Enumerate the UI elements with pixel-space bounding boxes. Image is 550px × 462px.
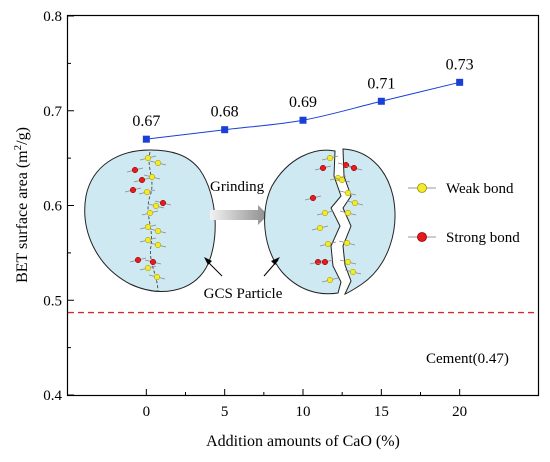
legend-item-strong-bond: Strong bond: [408, 230, 520, 246]
x-tick-label: 0: [143, 404, 151, 420]
weak-bond-mark: [338, 239, 356, 247]
y-tick-label: 0.7: [43, 104, 62, 120]
cement-reference-label: Cement(0.47): [426, 351, 509, 367]
grinding-arrow: [210, 205, 268, 225]
data-label: 0.73: [446, 56, 474, 73]
gcs-particle-label: GCS Particle: [204, 286, 283, 302]
strong-bond-mark: [337, 161, 355, 169]
particle-fragment-left: [264, 149, 342, 295]
data-point: [377, 97, 385, 105]
data-label: 0.67: [132, 113, 160, 130]
crack-line: [147, 151, 159, 293]
right-particle-bonds: [304, 154, 364, 284]
x-tick-label: 20: [452, 404, 467, 420]
bet-series: 0.67 0.68 0.69 0.71 0.73: [132, 56, 474, 143]
y-tick-label: 0.5: [43, 293, 62, 309]
y-axis-title-superscript: 2: [12, 145, 24, 151]
strong-bond-mark: [316, 258, 334, 266]
x-axis-title: Addition amounts of CaO (%): [206, 433, 400, 450]
strong-bond-mark: [133, 176, 151, 184]
weak-bond-mark: [339, 209, 357, 217]
particle-fragment-right: [342, 148, 396, 295]
weak-bond-mark: [139, 236, 157, 244]
legend-weak-bond-label: Weak bond: [446, 181, 514, 197]
legend: Weak bond Strong bond: [408, 181, 520, 246]
weak-bond-mark: [148, 273, 166, 281]
weak-bond-mark: [138, 188, 156, 196]
strong-bond-mark: [314, 164, 332, 172]
x-axis-ticks: 0 5 10 15 20: [143, 389, 467, 420]
weak-bond-mark: [139, 264, 157, 272]
x-tick-label: 5: [221, 404, 229, 420]
weak-bond-mark: [339, 258, 357, 266]
weak-bond-mark: [149, 241, 167, 249]
legend-weak-bond-marker: [417, 183, 427, 193]
pointer-arrow-left-head: [204, 257, 212, 265]
whole-particle: [84, 149, 216, 292]
strong-bond-mark: [345, 164, 363, 172]
weak-bond-mark: [149, 227, 167, 235]
y-tick-label: 0.4: [43, 388, 62, 404]
weak-bond-mark: [321, 276, 339, 284]
y-axis-ticks: 0.4 0.5 0.6 0.7 0.8: [43, 9, 74, 404]
data-label: 0.68: [211, 104, 239, 121]
strong-bond-mark: [304, 194, 322, 202]
weak-bond-mark: [139, 223, 157, 231]
weak-bond-mark: [149, 159, 167, 167]
weak-bond-mark: [346, 199, 364, 207]
strong-bond-mark: [144, 258, 162, 266]
legend-item-weak-bond: Weak bond: [408, 181, 514, 197]
data-point: [142, 135, 150, 143]
grinding-illustration: Grinding GCS Particle: [84, 148, 396, 302]
grinding-label: Grinding: [210, 179, 265, 195]
y-tick-label: 0.8: [43, 9, 62, 25]
strong-bond-mark: [126, 166, 144, 174]
weak-bond-mark: [143, 173, 161, 181]
x-tick-label: 15: [374, 404, 389, 420]
weak-bond-mark: [316, 209, 334, 217]
weak-bond-mark: [139, 154, 157, 162]
weak-bond-mark: [141, 209, 159, 217]
weak-bond-mark: [339, 189, 357, 197]
strong-bond-mark: [129, 256, 147, 264]
strong-bond-mark: [124, 186, 142, 194]
legend-strong-bond-marker: [417, 232, 427, 242]
data-label: 0.71: [367, 75, 395, 92]
legend-strong-bond-label: Strong bond: [446, 230, 520, 246]
left-particle-bonds: [124, 154, 172, 281]
weak-bond-mark: [319, 240, 337, 248]
weak-bond-mark: [147, 202, 165, 210]
weak-bond-mark: [311, 224, 329, 232]
weak-bond-mark: [333, 176, 351, 184]
plot-frame: [66, 14, 540, 397]
data-point: [456, 78, 464, 86]
pointer-arrow-right-head: [271, 257, 280, 265]
data-label: 0.69: [289, 94, 317, 111]
data-point: [299, 116, 307, 124]
data-point: [221, 126, 229, 134]
x-tick-label: 10: [296, 404, 311, 420]
y-axis-title: BET surface area (m2/g): [12, 127, 31, 283]
y-tick-label: 0.6: [43, 199, 62, 215]
strong-bond-mark: [154, 199, 172, 207]
weak-bond-mark: [321, 154, 339, 162]
weak-bond-mark: [344, 268, 362, 276]
